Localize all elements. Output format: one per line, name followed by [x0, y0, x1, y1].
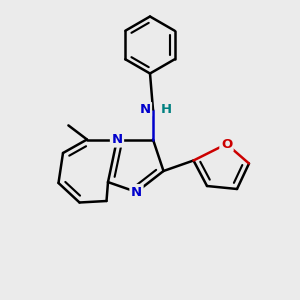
Text: N: N — [131, 185, 142, 199]
Text: H: H — [161, 103, 172, 116]
Text: O: O — [221, 137, 232, 151]
Text: N: N — [111, 133, 123, 146]
Text: N: N — [140, 103, 151, 116]
